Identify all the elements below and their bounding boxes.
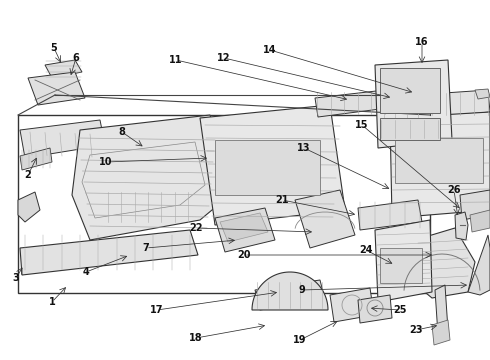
Polygon shape [20, 230, 198, 275]
Polygon shape [28, 72, 85, 105]
Polygon shape [18, 192, 40, 222]
Bar [380, 118, 440, 140]
Polygon shape [72, 115, 230, 240]
Bar [215, 140, 320, 195]
Bar [380, 68, 440, 113]
Polygon shape [358, 295, 392, 323]
Polygon shape [315, 90, 388, 117]
Polygon shape [408, 228, 475, 298]
Polygon shape [460, 190, 490, 220]
Polygon shape [330, 288, 374, 322]
Polygon shape [435, 285, 448, 335]
Polygon shape [375, 60, 452, 148]
Text: 1: 1 [49, 297, 55, 307]
Polygon shape [295, 190, 355, 248]
Polygon shape [105, 188, 195, 228]
Text: 18: 18 [189, 333, 203, 343]
Polygon shape [415, 90, 490, 118]
Text: 21: 21 [275, 195, 289, 205]
Text: 22: 22 [189, 223, 203, 233]
Text: 10: 10 [99, 157, 113, 167]
Polygon shape [215, 208, 275, 252]
Bar [380, 248, 422, 283]
Polygon shape [468, 235, 490, 295]
Polygon shape [252, 272, 328, 310]
Bar [18, 115, 430, 293]
Polygon shape [475, 89, 490, 99]
Polygon shape [375, 220, 432, 302]
Text: 3: 3 [13, 273, 20, 283]
Polygon shape [255, 280, 325, 310]
Polygon shape [382, 95, 420, 124]
Polygon shape [390, 112, 490, 218]
Text: 23: 23 [409, 325, 423, 335]
Text: 16: 16 [415, 37, 429, 47]
Text: 11: 11 [169, 55, 183, 65]
Text: 12: 12 [217, 53, 231, 63]
Text: 17: 17 [150, 305, 164, 315]
Text: 7: 7 [143, 243, 149, 253]
Polygon shape [200, 105, 345, 225]
Text: 25: 25 [393, 305, 407, 315]
Text: 24: 24 [359, 245, 373, 255]
Text: 19: 19 [293, 335, 307, 345]
Text: 26: 26 [447, 185, 461, 195]
Text: 4: 4 [83, 267, 89, 277]
Text: 15: 15 [355, 120, 369, 130]
Text: 9: 9 [298, 285, 305, 295]
Text: 5: 5 [50, 43, 57, 53]
Polygon shape [220, 213, 268, 242]
Text: 14: 14 [263, 45, 277, 55]
Polygon shape [432, 320, 450, 345]
Polygon shape [358, 200, 422, 230]
Text: 6: 6 [73, 53, 79, 63]
Polygon shape [20, 148, 52, 170]
Text: 13: 13 [297, 143, 311, 153]
Polygon shape [470, 210, 490, 232]
Text: 20: 20 [237, 250, 251, 260]
Text: 8: 8 [119, 127, 125, 137]
Polygon shape [45, 60, 82, 78]
Polygon shape [455, 212, 468, 240]
Polygon shape [20, 120, 105, 158]
Text: 2: 2 [24, 170, 31, 180]
Bar [395, 138, 483, 183]
